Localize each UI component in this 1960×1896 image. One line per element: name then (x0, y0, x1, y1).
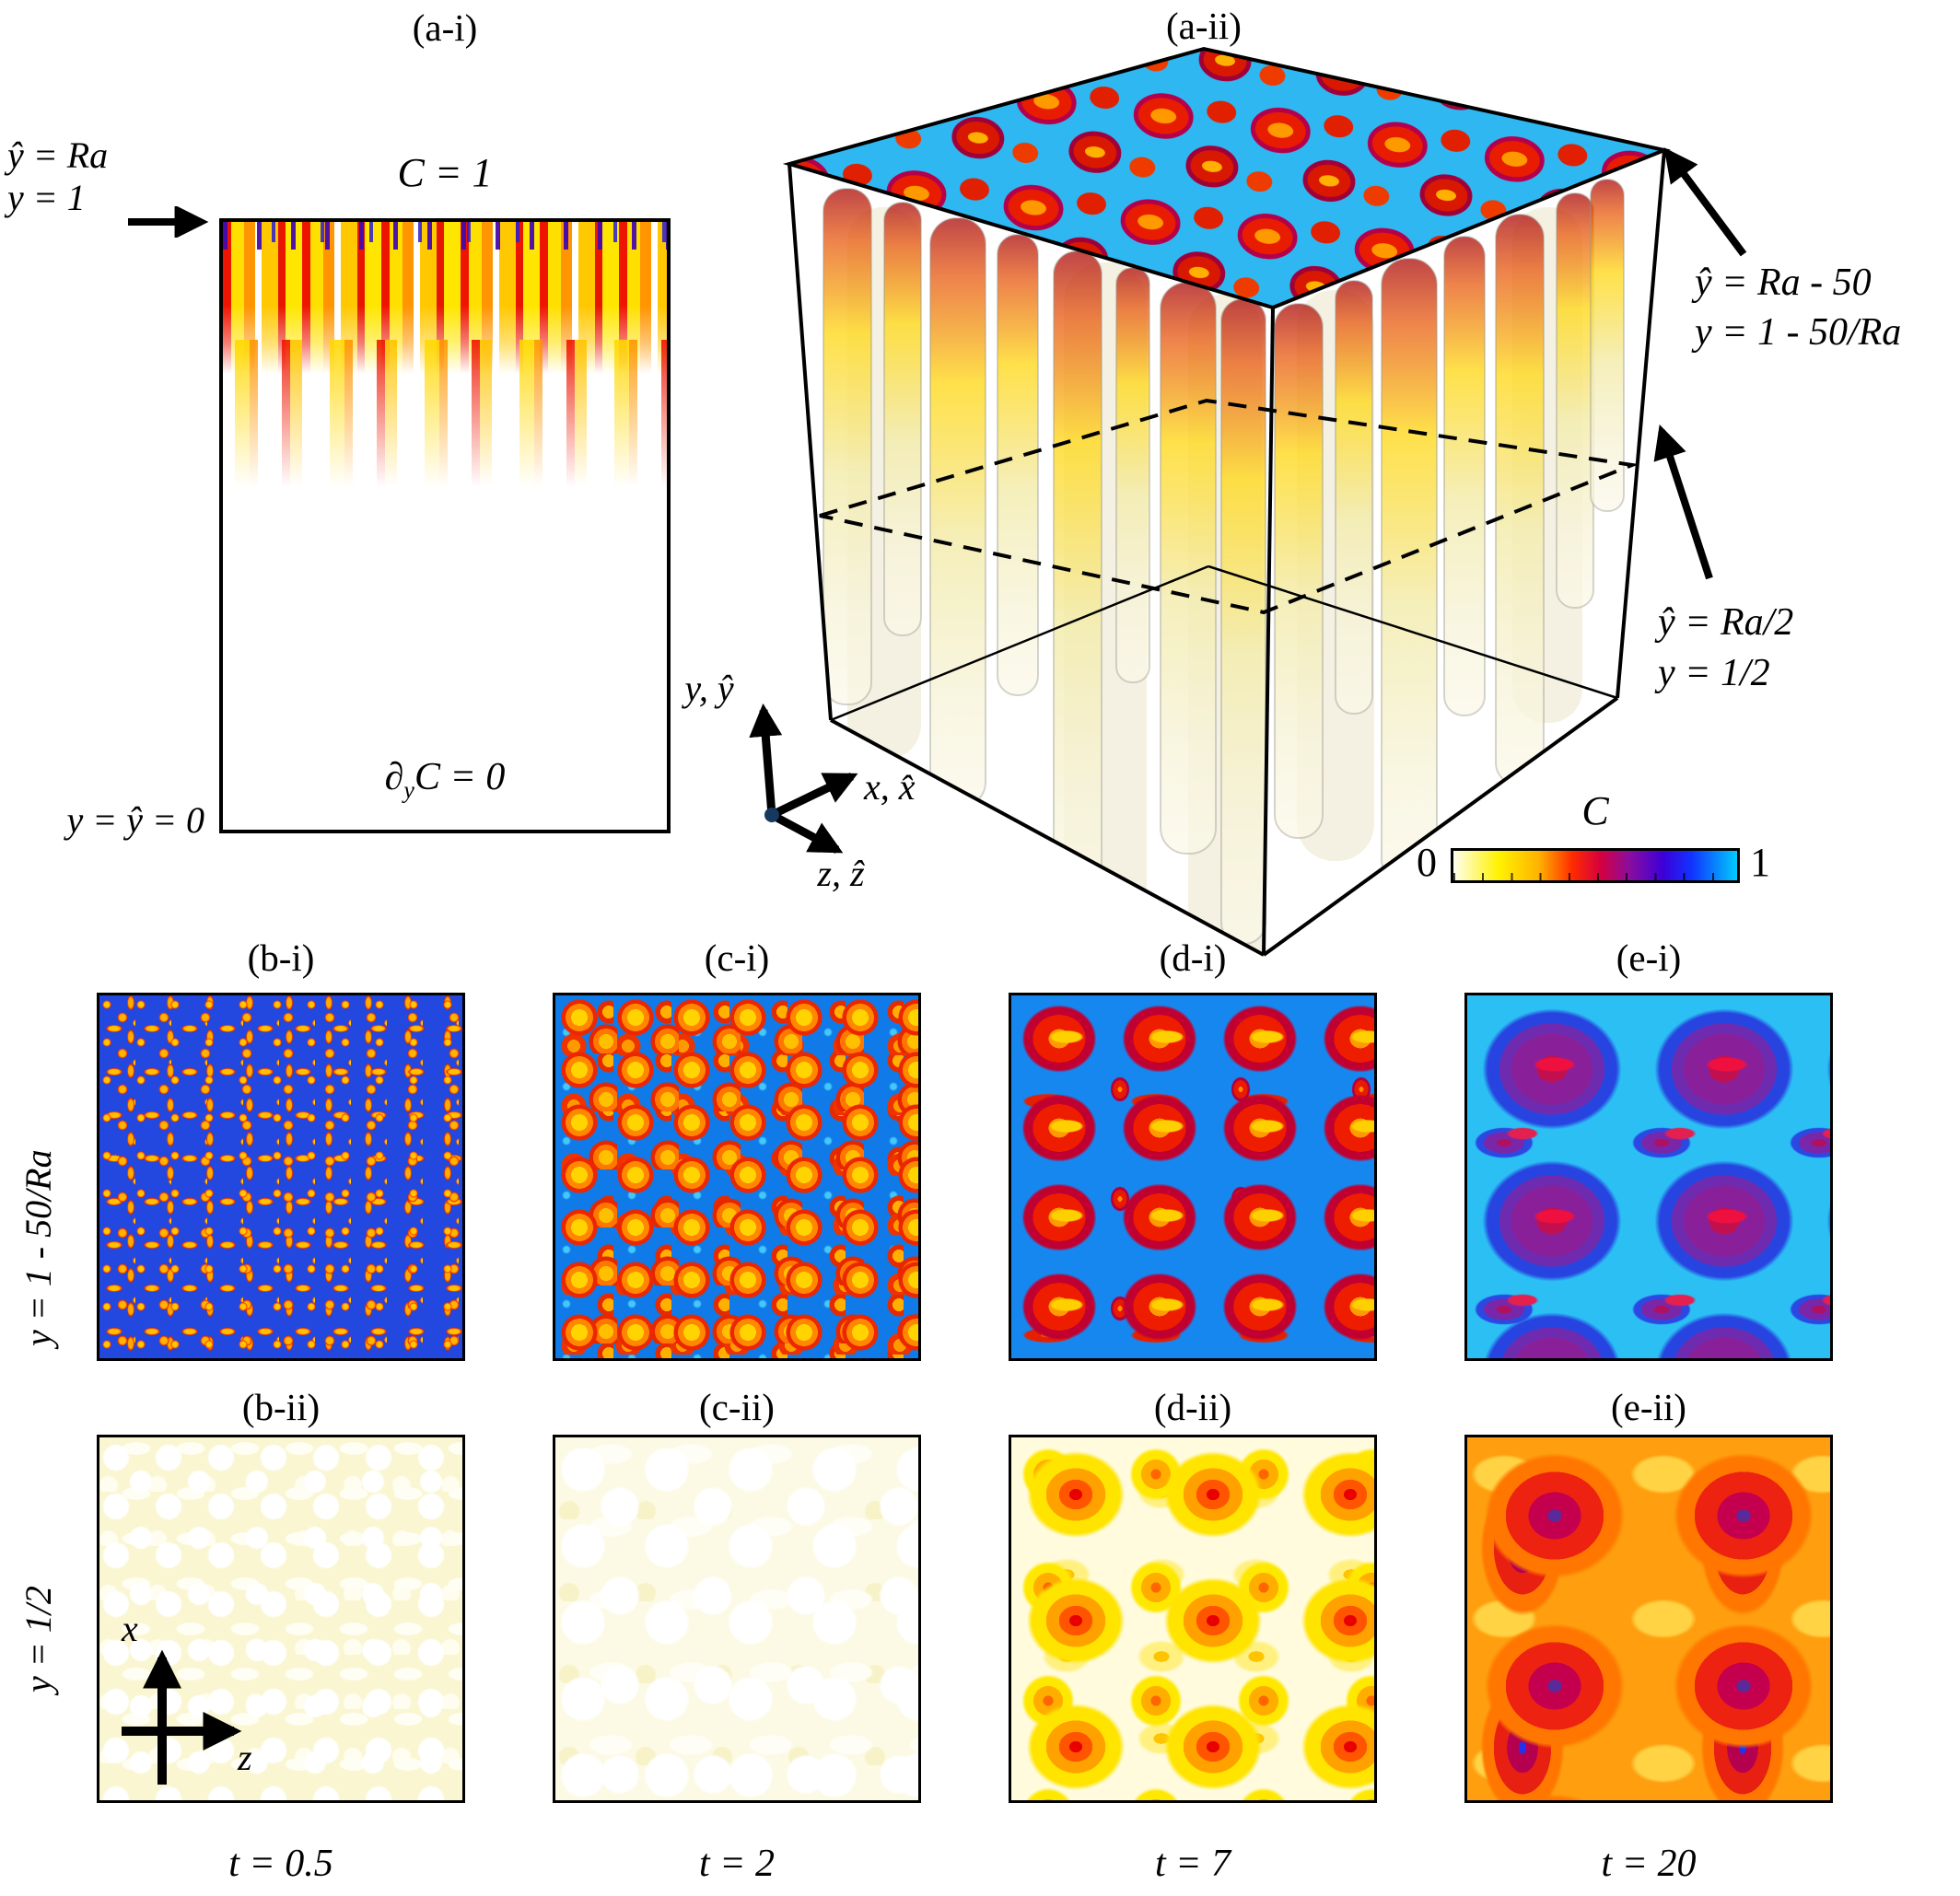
plume-volume-rendering (822, 179, 1625, 955)
time-label-col1: t = 0.5 (228, 1843, 333, 1885)
axis-z-label: z, ẑ (817, 853, 865, 894)
axis-y-label: y, ŷ (684, 668, 734, 709)
interior-bc-rest: C = 0 (414, 756, 506, 798)
panel-d-ii-image (1009, 1435, 1377, 1803)
colorbar-max-label: 1 (1750, 840, 1770, 885)
cube-hidden-bottom-edges (830, 564, 1618, 722)
cube-3d-rendering (783, 46, 1671, 957)
panel-d-ii-title: (d-ii) (1153, 1386, 1232, 1428)
inset-axis-z-label: z (238, 1737, 252, 1778)
colorbar (1451, 848, 1740, 883)
arrow-to-top-corner-icon (128, 206, 209, 238)
coordinate-axes-icon (749, 703, 858, 854)
time-label-col4: t = 20 (1601, 1843, 1697, 1885)
mid-plane-dashed-outline (819, 398, 1639, 615)
colorbar-title: C (1581, 788, 1609, 833)
panel-c-i-image (553, 993, 921, 1361)
time-label-col3: t = 7 (1154, 1843, 1231, 1885)
panel-e-i-image (1464, 993, 1833, 1361)
top-corner-label-line1: ŷ = Ra (7, 134, 109, 176)
panel-e-ii-title: (e-ii) (1611, 1386, 1686, 1428)
mid-slice-label-line1: ŷ = Ra/2 (1658, 601, 1794, 644)
panel-a-i-image (219, 218, 671, 833)
panel-c-ii-title: (c-ii) (699, 1386, 775, 1428)
colorbar-ticks (1453, 873, 1737, 880)
partial-symbol: ∂ (384, 756, 404, 798)
arrow-to-mid-slice-icon (1653, 425, 1713, 580)
interior-boundary-condition-label: ∂yC = 0 (307, 755, 583, 804)
mid-slice-label-line2: y = 1/2 (1658, 652, 1770, 694)
panel-d-i-title: (d-i) (1159, 936, 1227, 979)
panel-e-i-title: (e-i) (1616, 936, 1682, 979)
panel-b-i-title: (b-i) (247, 936, 315, 979)
origin-coordinate-label: y = ŷ = 0 (66, 799, 205, 841)
top-slice-label-line2: y = 1 - 50/Ra (1695, 311, 1902, 354)
partial-subscript: y (403, 776, 414, 804)
top-slice-label-line1: ŷ = Ra - 50 (1695, 262, 1872, 304)
panel-a-ii-title: (a-ii) (1166, 5, 1242, 47)
panel-e-ii-image (1464, 1435, 1833, 1803)
row-i-y-label: y = 1 - 50/Ra (18, 1149, 59, 1346)
arrow-to-top-slice-icon (1663, 147, 1747, 257)
panel-b-ii-title: (b-ii) (241, 1386, 321, 1428)
colorbar-min-label: 0 (1417, 840, 1437, 885)
panel-c-ii-image (553, 1435, 921, 1803)
axes-origin-dot (764, 808, 779, 822)
inset-axis-x-label: x (122, 1608, 138, 1649)
cube-top-face-pattern (789, 49, 1664, 308)
plume-fingers-texture (223, 340, 667, 487)
row-ii-y-label: y = 1/2 (18, 1586, 59, 1692)
top-corner-coordinate-label: ŷ = Ra y = 1 (7, 134, 108, 219)
panel-a-i-title: (a-i) (412, 6, 478, 49)
panel-c-i-title: (c-i) (704, 936, 770, 979)
axis-x-label: x, x̂ (864, 766, 916, 808)
time-label-col2: t = 2 (698, 1843, 775, 1885)
panel-d-i-image (1009, 993, 1377, 1361)
top-corner-label-line2: y = 1 (7, 177, 86, 218)
panel-b-i-image (97, 993, 465, 1361)
cube-edges (783, 46, 1671, 957)
inset-axes-icon (122, 1649, 242, 1785)
top-boundary-condition-label: C = 1 (397, 150, 493, 195)
